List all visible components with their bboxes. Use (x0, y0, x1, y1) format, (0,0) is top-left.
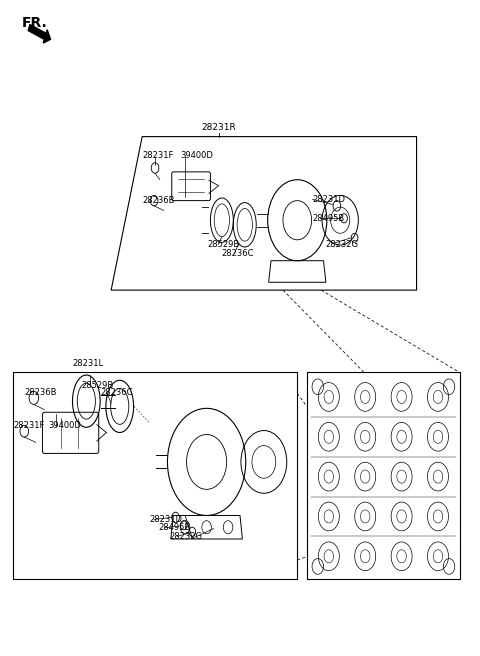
Text: 28495B: 28495B (312, 214, 345, 223)
Text: 28529B: 28529B (207, 240, 240, 249)
Text: 39400D: 39400D (180, 151, 213, 160)
Text: 28236B: 28236B (24, 388, 57, 396)
FancyArrow shape (28, 24, 50, 43)
Text: 28236C: 28236C (222, 249, 254, 258)
Text: 28232G: 28232G (169, 532, 203, 541)
Text: 28236C: 28236C (101, 388, 133, 396)
Text: 28529B: 28529B (82, 381, 114, 390)
Text: 28232G: 28232G (325, 240, 358, 249)
Text: 28236B: 28236B (142, 196, 175, 205)
Text: 28231L: 28231L (72, 359, 103, 369)
Text: 39400D: 39400D (48, 422, 81, 430)
Text: 28231F: 28231F (142, 151, 174, 160)
Text: 28231F: 28231F (13, 422, 45, 430)
Text: 28231D: 28231D (149, 515, 182, 524)
Text: 28231R: 28231R (201, 123, 236, 132)
Text: 28231D: 28231D (312, 195, 346, 204)
Text: 28495B: 28495B (158, 523, 190, 533)
Text: FR.: FR. (22, 16, 47, 30)
